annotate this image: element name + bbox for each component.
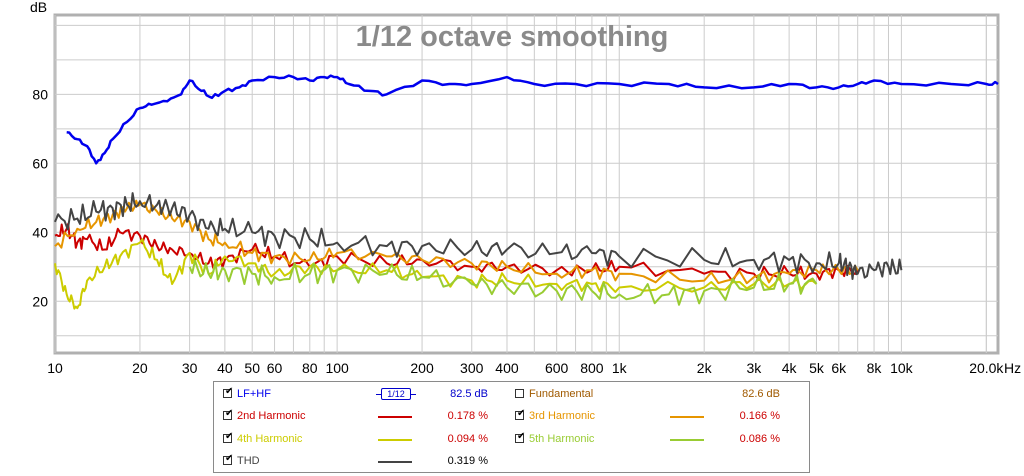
x-tick-label: 100	[325, 360, 349, 376]
y-tick-label: 20	[32, 293, 48, 309]
x-tick-label: 60	[267, 360, 283, 376]
series-line-3rd-harmonic	[54, 199, 859, 285]
legend-swatch	[670, 439, 704, 441]
x-tick-label: 50	[244, 360, 260, 376]
legend-checkbox[interactable]: ✔	[515, 408, 526, 420]
legend: ✔ LF+HF 1/12 82.5 dB Fundamental 82.6 dB ✔ 2nd …	[213, 381, 810, 473]
x-tick-label: 200	[410, 360, 434, 376]
chart: 1/12 octave smoothing dB Hz 20 40 60 80 10 2…	[30, 0, 1021, 376]
legend-value: 0.178 %	[447, 410, 488, 422]
x-tick-label: 10	[47, 360, 63, 376]
legend-item-5th-harmonic: ✔ 5th Harmonic 0.086 %	[515, 431, 795, 447]
series-line-thd	[54, 192, 903, 280]
legend-checkbox[interactable]	[515, 389, 524, 398]
x-tick-label: 2k	[697, 360, 713, 376]
legend-swatch	[378, 439, 412, 441]
legend-item-2nd-harmonic: ✔ 2nd Harmonic 0.178 %	[223, 408, 503, 424]
x-tick-label: 10k	[890, 360, 914, 376]
x-tick-labels: 10 20 30 40 50 60 80 100 200 300 400 600 800 1k 2k 3k 4k…	[47, 360, 1004, 376]
legend-checkbox[interactable]: ✔	[223, 431, 234, 443]
legend-label: 4th Harmonic	[237, 433, 303, 445]
x-tick-label: 1k	[612, 360, 628, 376]
series-line-4th-harmonic	[54, 238, 818, 310]
series-lines	[54, 74, 999, 310]
legend-value: 0.086 %	[739, 433, 780, 445]
x-tick-label: 800	[580, 360, 604, 376]
smoothing-badge[interactable]: 1/12	[376, 388, 416, 400]
x-axis-label: Hz	[1004, 360, 1021, 376]
legend-checkbox[interactable]: ✔	[223, 453, 234, 465]
x-tick-label: 30	[182, 360, 198, 376]
x-tick-label: 40	[217, 360, 233, 376]
legend-item-lf-hf: ✔ LF+HF 1/12 82.5 dB	[223, 386, 503, 402]
legend-checkbox[interactable]: ✔	[223, 408, 234, 420]
grid	[54, 15, 998, 353]
x-tick-label: 4k	[782, 360, 798, 376]
legend-checkbox[interactable]: ✔	[515, 431, 526, 443]
series-line-lf-hf	[66, 74, 999, 165]
legend-value: 82.6 dB	[742, 388, 780, 400]
y-tick-labels: 20 40 60 80	[32, 86, 48, 309]
legend-value: 0.319 %	[447, 455, 488, 467]
legend-value: 0.094 %	[447, 433, 488, 445]
series-line-5th-harmonic	[188, 259, 818, 306]
x-tick-label: 300	[460, 360, 484, 376]
legend-label: 3rd Harmonic	[529, 410, 596, 422]
x-tick-label: 20.0k	[969, 360, 1004, 376]
legend-swatch	[670, 416, 704, 418]
y-axis-label: dB	[30, 0, 47, 15]
legend-item-fundamental: Fundamental 82.6 dB	[515, 386, 795, 402]
x-tick-label: 6k	[831, 360, 847, 376]
legend-swatch	[378, 461, 412, 463]
legend-label: 5th Harmonic	[529, 433, 595, 445]
x-tick-label: 5k	[809, 360, 825, 376]
x-tick-label: 80	[302, 360, 318, 376]
legend-label: Fundamental	[529, 388, 594, 400]
legend-value: 0.166 %	[739, 410, 780, 422]
legend-item-4th-harmonic: ✔ 4th Harmonic 0.094 %	[223, 431, 503, 447]
x-tick-label: 20	[132, 360, 148, 376]
legend-label: THD	[237, 455, 260, 467]
y-tick-label: 40	[32, 224, 48, 240]
legend-item-thd: ✔ THD 0.319 %	[223, 453, 503, 469]
y-tick-label: 60	[32, 155, 48, 171]
x-tick-label: 3k	[746, 360, 762, 376]
x-tick-label: 8k	[867, 360, 883, 376]
legend-label: 2nd Harmonic	[237, 410, 306, 422]
legend-value: 82.5 dB	[450, 388, 488, 400]
plot-area-frame	[53, 13, 1000, 355]
y-tick-label: 80	[32, 86, 48, 102]
legend-checkbox[interactable]: ✔	[223, 386, 234, 398]
x-tick-label: 600	[545, 360, 569, 376]
chart-title: 1/12 octave smoothing	[356, 21, 669, 53]
legend-item-3rd-harmonic: ✔ 3rd Harmonic 0.166 %	[515, 408, 795, 424]
legend-swatch	[378, 416, 412, 418]
x-tick-label: 400	[495, 360, 519, 376]
legend-label: LF+HF	[237, 388, 271, 400]
